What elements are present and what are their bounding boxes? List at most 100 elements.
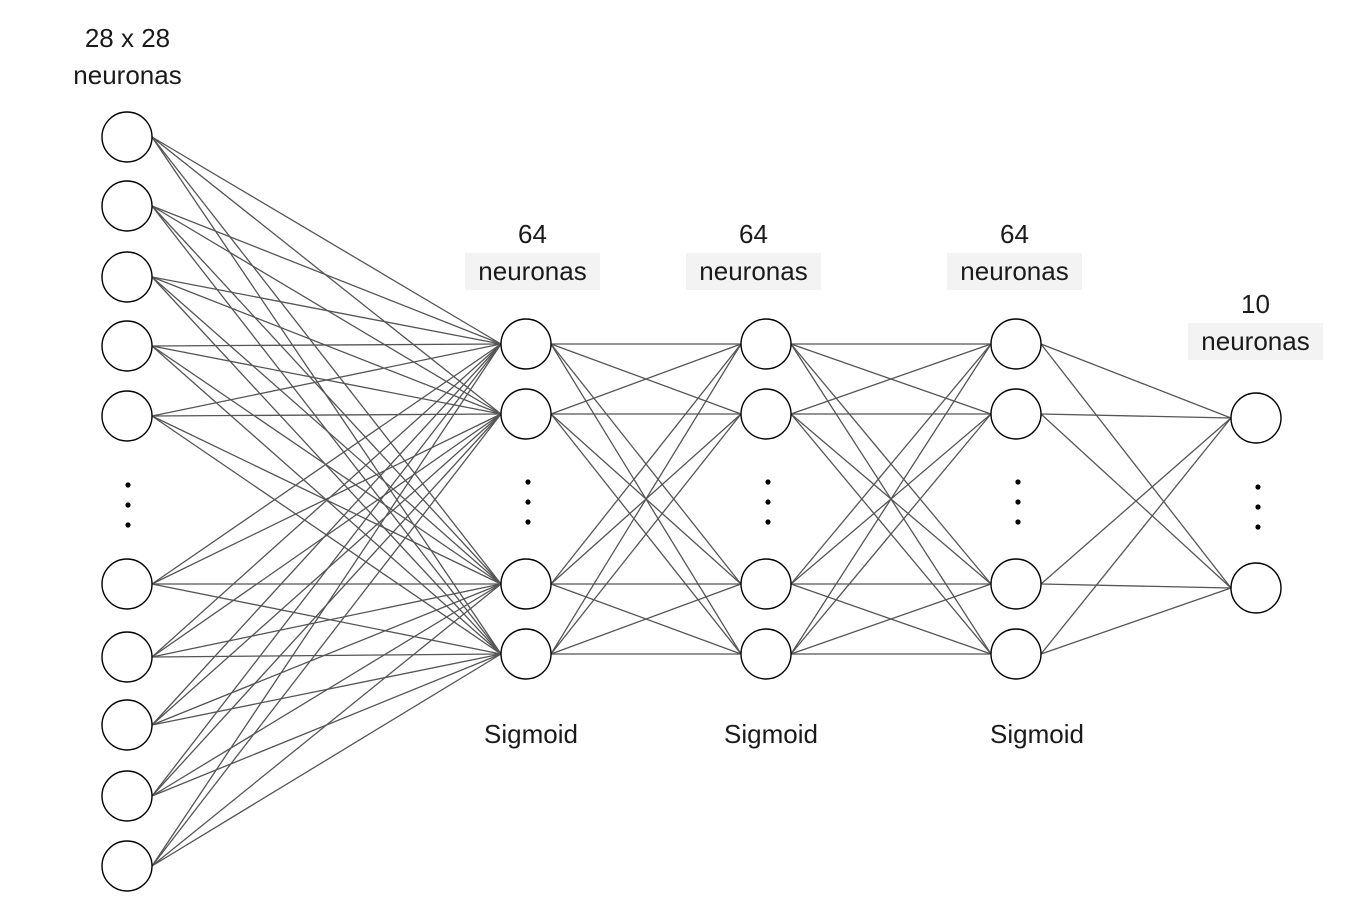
neuron-layer3-1 <box>990 388 1042 440</box>
neuron-layer0-3 <box>101 320 153 372</box>
connection-l0-7-to-2 <box>151 583 502 726</box>
connection-l2-1-to-0 <box>790 343 992 415</box>
ellipsis-dot-layer0-0 <box>125 482 131 488</box>
connection-l0-6-to-0 <box>151 343 502 658</box>
connection-l0-6-to-3 <box>151 653 502 658</box>
ellipsis-layer3 <box>1015 479 1021 525</box>
neuron-layer0-9 <box>101 840 153 892</box>
input-layer-title: 28 x 28 neuronas <box>60 20 195 94</box>
hidden-layer-3-title: 64 neuronas <box>947 216 1082 290</box>
connection-l1-3-to-2 <box>550 583 742 655</box>
hidden-layer-2-unit: neuronas <box>686 253 821 290</box>
connection-l0-0-to-2 <box>151 136 502 585</box>
ellipsis-dot-layer1-1 <box>525 499 531 505</box>
ellipsis-dot-layer3-1 <box>1015 499 1021 505</box>
ellipsis-dot-layer0-2 <box>125 522 131 528</box>
hidden-layer-2-title: 64 neuronas <box>686 216 821 290</box>
input-layer-size: 28 x 28 <box>84 23 171 53</box>
connection-l0-9-to-0 <box>151 343 502 867</box>
ellipsis-dot-layer2-1 <box>765 499 771 505</box>
connection-l3-3-to-1 <box>1040 587 1232 655</box>
connection-l0-9-to-3 <box>151 653 502 867</box>
connection-l0-3-to-2 <box>151 345 502 585</box>
output-layer-size: 10 <box>1241 289 1270 319</box>
connection-l0-6-to-2 <box>151 583 502 658</box>
neuron-layer0-1 <box>101 180 153 232</box>
connection-l0-3-to-0 <box>151 343 502 347</box>
connection-l3-1-to-0 <box>1040 413 1232 419</box>
connection-l0-5-to-1 <box>151 413 502 585</box>
connection-l0-4-to-1 <box>151 413 502 417</box>
connection-l0-9-to-1 <box>151 413 502 867</box>
hidden-layer-1-size: 64 <box>518 219 547 249</box>
hidden-layer-1-activation: Sigmoid <box>484 719 578 749</box>
ellipsis-dot-layer2-2 <box>765 519 771 525</box>
connection-l0-2-to-2 <box>151 276 502 585</box>
connection-l2-2-to-0 <box>790 343 992 585</box>
hidden-layer-2-activation: Sigmoid <box>724 719 818 749</box>
neuron-layer3-0 <box>990 318 1042 370</box>
connection-l0-8-to-0 <box>151 343 502 797</box>
output-layer-title: 10 neuronas <box>1188 286 1323 360</box>
connection-l0-8-to-2 <box>151 583 502 797</box>
neuron-layer2-1 <box>740 388 792 440</box>
neurons <box>101 111 1282 892</box>
neuron-layer0-5 <box>101 558 153 610</box>
hidden-layer-3-size: 64 <box>1000 219 1029 249</box>
ellipsis-layer1 <box>525 479 531 525</box>
ellipsis-dot-layer1-0 <box>525 479 531 485</box>
connection-l1-3-to-0 <box>550 343 742 655</box>
connection-l3-2-to-1 <box>1040 583 1232 589</box>
ellipsis-layer2 <box>765 479 771 525</box>
ellipsis-dot-layer1-2 <box>525 519 531 525</box>
connection-l0-7-to-0 <box>151 343 502 726</box>
connection-l0-5-to-0 <box>151 343 502 585</box>
connection-l1-3-to-1 <box>550 413 742 655</box>
connection-l0-4-to-0 <box>151 343 502 417</box>
ellipsis-dot-layer2-0 <box>765 479 771 485</box>
neuron-layer4-1 <box>1230 562 1282 614</box>
connection-l0-0-to-0 <box>151 136 502 345</box>
connection-l2-3-to-0 <box>790 343 992 655</box>
ellipsis-dot-layer4-0 <box>1255 484 1261 490</box>
connection-l2-3-to-2 <box>790 583 992 655</box>
neuron-layer4-0 <box>1230 392 1282 444</box>
ellipsis-dot-layer4-2 <box>1255 524 1261 530</box>
connection-l3-3-to-0 <box>1040 417 1232 655</box>
neuron-layer2-0 <box>740 318 792 370</box>
ellipsis-dot-layer4-1 <box>1255 504 1261 510</box>
ellipsis-dot-layer3-2 <box>1015 519 1021 525</box>
connection-l0-6-to-1 <box>151 413 502 658</box>
hidden-layer-2-size: 64 <box>739 219 768 249</box>
neuron-layer1-3 <box>500 628 552 680</box>
ellipsis-layer0 <box>125 482 131 528</box>
connection-l1-1-to-0 <box>550 343 742 415</box>
neuron-layer1-2 <box>500 558 552 610</box>
neuron-layer0-6 <box>101 631 153 683</box>
ellipsis-dot-layer0-1 <box>125 502 131 508</box>
ellipsis-dot-layer3-0 <box>1015 479 1021 485</box>
neuron-layer0-7 <box>101 699 153 751</box>
connection-l0-5-to-3 <box>151 583 502 655</box>
hidden-layer-3-activation: Sigmoid <box>990 719 1084 749</box>
neuron-layer3-3 <box>990 628 1042 680</box>
hidden-layer-3-unit: neuronas <box>947 253 1082 290</box>
neuron-layer0-4 <box>101 390 153 442</box>
neuron-layer1-0 <box>500 318 552 370</box>
connection-l3-0-to-0 <box>1040 343 1232 419</box>
connection-l0-1-to-0 <box>151 205 502 345</box>
ellipses <box>125 479 1261 530</box>
neuron-layer0-0 <box>101 111 153 163</box>
neuron-layer0-2 <box>101 251 153 303</box>
connection-l3-2-to-0 <box>1040 417 1232 585</box>
connection-l0-2-to-0 <box>151 276 502 345</box>
neuron-layer2-2 <box>740 558 792 610</box>
neuron-layer2-3 <box>740 628 792 680</box>
input-layer-unit: neuronas <box>73 60 182 90</box>
neuron-layer0-8 <box>101 770 153 822</box>
neuron-layer3-2 <box>990 558 1042 610</box>
connection-l1-2-to-0 <box>550 343 742 585</box>
output-layer-unit: neuronas <box>1188 323 1323 360</box>
hidden-layer-1-unit: neuronas <box>465 253 600 290</box>
